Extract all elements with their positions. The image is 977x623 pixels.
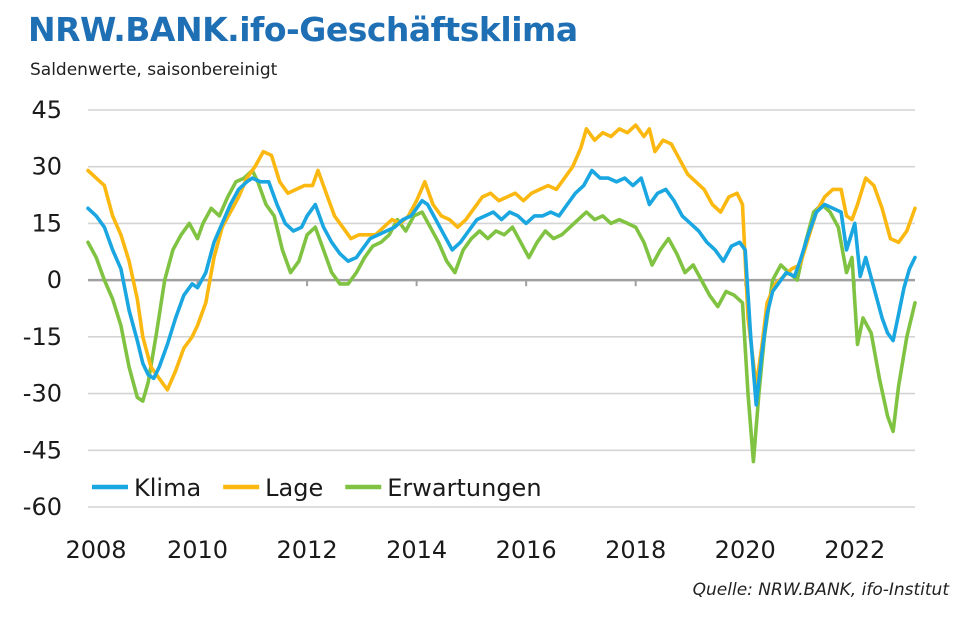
- x-tick-label: 2020: [715, 536, 776, 564]
- y-tick-label: -30: [23, 380, 62, 408]
- grid-lines: [88, 109, 915, 508]
- series-lines: [86, 123, 917, 464]
- x-axis-ticks: 2008 2010 2012 2014 2016 2018 2020 2022: [65, 280, 885, 564]
- x-tick-label: 2008: [65, 536, 126, 564]
- y-tick-label: -60: [23, 493, 62, 521]
- series-line-klima: [86, 168, 917, 407]
- legend-label: Erwartungen: [387, 474, 541, 502]
- y-tick-label: -15: [23, 323, 62, 351]
- chart-subtitle: Saldenwerte, saisonbereinigt: [30, 60, 278, 80]
- y-tick-label: 15: [31, 209, 62, 237]
- y-tick-label: 45: [31, 96, 62, 124]
- x-tick-label: 2018: [605, 536, 666, 564]
- chart-title: NRW.BANK.ifo-Geschäftsklima: [28, 10, 578, 49]
- y-axis-ticks: 45 30 15 0 -15 -30 -45 -60: [23, 96, 62, 521]
- x-tick-label: 2010: [167, 536, 228, 564]
- y-tick-label: 30: [31, 153, 62, 181]
- x-tick-label: 2014: [386, 536, 447, 564]
- series-line-lage: [86, 123, 917, 392]
- y-tick-label: 0: [47, 266, 62, 294]
- x-tick-label: 2016: [496, 536, 557, 564]
- source-note: Quelle: NRW.BANK, ifo-Institut: [692, 580, 949, 600]
- legend-label: Lage: [265, 474, 323, 502]
- series-line-erwartungen: [86, 168, 917, 464]
- x-tick-label: 2012: [277, 536, 338, 564]
- legend-label: Klima: [134, 474, 201, 502]
- legend: Klima Lage Erwartungen: [92, 474, 542, 502]
- y-tick-label: -45: [23, 436, 62, 464]
- x-tick-label: 2022: [824, 536, 885, 564]
